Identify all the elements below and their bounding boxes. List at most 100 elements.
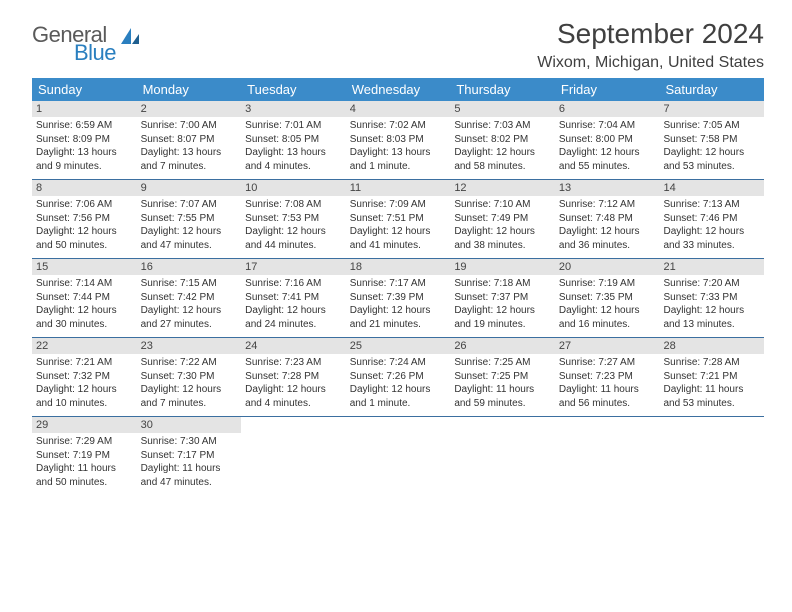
weeks-container: 1Sunrise: 6:59 AMSunset: 8:09 PMDaylight…	[32, 101, 764, 495]
daylight-line: Daylight: 12 hours and 19 minutes.	[454, 304, 551, 331]
calendar-page: General Blue September 2024 Wixom, Michi…	[0, 0, 792, 513]
daylight-line: Daylight: 12 hours and 24 minutes.	[245, 304, 342, 331]
sunset-line: Sunset: 7:41 PM	[245, 291, 342, 305]
day-number: 29	[32, 417, 137, 433]
day-number: 10	[241, 180, 346, 196]
day-number: 9	[137, 180, 242, 196]
sunset-line: Sunset: 7:55 PM	[141, 212, 238, 226]
day-cell: 28Sunrise: 7:28 AMSunset: 7:21 PMDayligh…	[659, 338, 764, 416]
day-details: Sunrise: 7:20 AMSunset: 7:33 PMDaylight:…	[659, 275, 764, 335]
day-number: 7	[659, 101, 764, 117]
weekday-header: Friday	[555, 78, 660, 101]
day-details: Sunrise: 7:17 AMSunset: 7:39 PMDaylight:…	[346, 275, 451, 335]
sunset-line: Sunset: 7:17 PM	[141, 449, 238, 463]
day-details: Sunrise: 7:01 AMSunset: 8:05 PMDaylight:…	[241, 117, 346, 177]
week-row: 8Sunrise: 7:06 AMSunset: 7:56 PMDaylight…	[32, 180, 764, 259]
sunset-line: Sunset: 7:25 PM	[454, 370, 551, 384]
sunset-line: Sunset: 8:05 PM	[245, 133, 342, 147]
sunset-line: Sunset: 7:23 PM	[559, 370, 656, 384]
day-cell: 3Sunrise: 7:01 AMSunset: 8:05 PMDaylight…	[241, 101, 346, 179]
day-cell: 24Sunrise: 7:23 AMSunset: 7:28 PMDayligh…	[241, 338, 346, 416]
title-block: September 2024 Wixom, Michigan, United S…	[537, 18, 764, 72]
day-details: Sunrise: 7:22 AMSunset: 7:30 PMDaylight:…	[137, 354, 242, 414]
day-number-empty	[241, 417, 346, 433]
sunset-line: Sunset: 7:53 PM	[245, 212, 342, 226]
weekday-header-row: SundayMondayTuesdayWednesdayThursdayFrid…	[32, 78, 764, 101]
sunset-line: Sunset: 8:03 PM	[350, 133, 447, 147]
day-details: Sunrise: 7:06 AMSunset: 7:56 PMDaylight:…	[32, 196, 137, 256]
day-cell: 10Sunrise: 7:08 AMSunset: 7:53 PMDayligh…	[241, 180, 346, 258]
sunrise-line: Sunrise: 7:12 AM	[559, 198, 656, 212]
day-number: 13	[555, 180, 660, 196]
sunset-line: Sunset: 7:56 PM	[36, 212, 133, 226]
day-number: 14	[659, 180, 764, 196]
weekday-header: Monday	[137, 78, 242, 101]
day-cell	[346, 417, 451, 495]
daylight-line: Daylight: 12 hours and 27 minutes.	[141, 304, 238, 331]
daylight-line: Daylight: 13 hours and 4 minutes.	[245, 146, 342, 173]
day-number: 2	[137, 101, 242, 117]
sunrise-line: Sunrise: 7:03 AM	[454, 119, 551, 133]
day-details: Sunrise: 7:03 AMSunset: 8:02 PMDaylight:…	[450, 117, 555, 177]
day-details: Sunrise: 7:02 AMSunset: 8:03 PMDaylight:…	[346, 117, 451, 177]
sunset-line: Sunset: 7:28 PM	[245, 370, 342, 384]
day-details: Sunrise: 7:15 AMSunset: 7:42 PMDaylight:…	[137, 275, 242, 335]
day-details: Sunrise: 7:04 AMSunset: 8:00 PMDaylight:…	[555, 117, 660, 177]
weekday-header: Saturday	[659, 78, 764, 101]
sunrise-line: Sunrise: 7:07 AM	[141, 198, 238, 212]
sunset-line: Sunset: 7:48 PM	[559, 212, 656, 226]
day-number: 3	[241, 101, 346, 117]
week-row: 1Sunrise: 6:59 AMSunset: 8:09 PMDaylight…	[32, 101, 764, 180]
day-cell: 1Sunrise: 6:59 AMSunset: 8:09 PMDaylight…	[32, 101, 137, 179]
daylight-line: Daylight: 12 hours and 47 minutes.	[141, 225, 238, 252]
daylight-line: Daylight: 12 hours and 58 minutes.	[454, 146, 551, 173]
daylight-line: Daylight: 11 hours and 59 minutes.	[454, 383, 551, 410]
calendar-grid: SundayMondayTuesdayWednesdayThursdayFrid…	[32, 78, 764, 495]
sunrise-line: Sunrise: 7:29 AM	[36, 435, 133, 449]
day-cell: 15Sunrise: 7:14 AMSunset: 7:44 PMDayligh…	[32, 259, 137, 337]
week-row: 29Sunrise: 7:29 AMSunset: 7:19 PMDayligh…	[32, 417, 764, 495]
day-number: 30	[137, 417, 242, 433]
sunrise-line: Sunrise: 7:24 AM	[350, 356, 447, 370]
day-cell: 27Sunrise: 7:27 AMSunset: 7:23 PMDayligh…	[555, 338, 660, 416]
sunrise-line: Sunrise: 7:02 AM	[350, 119, 447, 133]
day-number: 11	[346, 180, 451, 196]
day-details: Sunrise: 7:25 AMSunset: 7:25 PMDaylight:…	[450, 354, 555, 414]
day-details: Sunrise: 7:18 AMSunset: 7:37 PMDaylight:…	[450, 275, 555, 335]
sunrise-line: Sunrise: 7:15 AM	[141, 277, 238, 291]
day-number: 16	[137, 259, 242, 275]
sunset-line: Sunset: 7:35 PM	[559, 291, 656, 305]
sunset-line: Sunset: 8:07 PM	[141, 133, 238, 147]
day-number: 28	[659, 338, 764, 354]
day-cell: 2Sunrise: 7:00 AMSunset: 8:07 PMDaylight…	[137, 101, 242, 179]
sunset-line: Sunset: 7:58 PM	[663, 133, 760, 147]
sunrise-line: Sunrise: 7:10 AM	[454, 198, 551, 212]
day-number: 15	[32, 259, 137, 275]
sunset-line: Sunset: 7:33 PM	[663, 291, 760, 305]
sunrise-line: Sunrise: 7:20 AM	[663, 277, 760, 291]
day-cell: 18Sunrise: 7:17 AMSunset: 7:39 PMDayligh…	[346, 259, 451, 337]
header: General Blue September 2024 Wixom, Michi…	[32, 18, 764, 72]
sunset-line: Sunset: 7:21 PM	[663, 370, 760, 384]
daylight-line: Daylight: 13 hours and 7 minutes.	[141, 146, 238, 173]
sunrise-line: Sunrise: 7:21 AM	[36, 356, 133, 370]
daylight-line: Daylight: 11 hours and 56 minutes.	[559, 383, 656, 410]
day-details: Sunrise: 7:29 AMSunset: 7:19 PMDaylight:…	[32, 433, 137, 493]
sunrise-line: Sunrise: 6:59 AM	[36, 119, 133, 133]
day-cell: 13Sunrise: 7:12 AMSunset: 7:48 PMDayligh…	[555, 180, 660, 258]
daylight-line: Daylight: 13 hours and 1 minute.	[350, 146, 447, 173]
day-details: Sunrise: 7:10 AMSunset: 7:49 PMDaylight:…	[450, 196, 555, 256]
sunrise-line: Sunrise: 7:17 AM	[350, 277, 447, 291]
sunrise-line: Sunrise: 7:06 AM	[36, 198, 133, 212]
day-number: 22	[32, 338, 137, 354]
day-cell: 17Sunrise: 7:16 AMSunset: 7:41 PMDayligh…	[241, 259, 346, 337]
sunset-line: Sunset: 7:32 PM	[36, 370, 133, 384]
day-cell: 12Sunrise: 7:10 AMSunset: 7:49 PMDayligh…	[450, 180, 555, 258]
daylight-line: Daylight: 12 hours and 16 minutes.	[559, 304, 656, 331]
sunset-line: Sunset: 8:09 PM	[36, 133, 133, 147]
day-cell: 11Sunrise: 7:09 AMSunset: 7:51 PMDayligh…	[346, 180, 451, 258]
day-cell: 22Sunrise: 7:21 AMSunset: 7:32 PMDayligh…	[32, 338, 137, 416]
sunset-line: Sunset: 7:51 PM	[350, 212, 447, 226]
sunrise-line: Sunrise: 7:23 AM	[245, 356, 342, 370]
daylight-line: Daylight: 13 hours and 9 minutes.	[36, 146, 133, 173]
